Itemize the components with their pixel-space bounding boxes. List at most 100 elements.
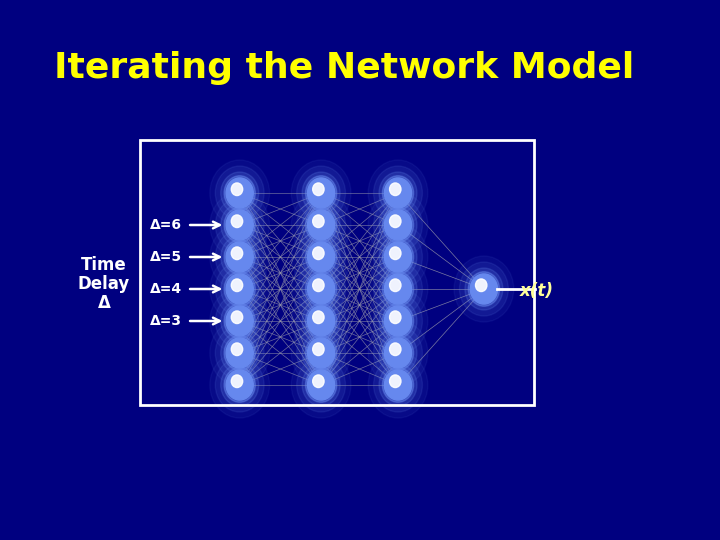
Circle shape: [307, 306, 335, 336]
Circle shape: [297, 198, 346, 252]
Circle shape: [210, 192, 269, 258]
Circle shape: [302, 332, 340, 374]
Text: Δ=6: Δ=6: [150, 218, 182, 232]
Circle shape: [459, 262, 508, 316]
Circle shape: [470, 274, 498, 304]
Circle shape: [231, 279, 243, 292]
Circle shape: [226, 242, 253, 272]
Circle shape: [302, 172, 340, 214]
Circle shape: [302, 300, 340, 342]
Circle shape: [231, 183, 243, 195]
Bar: [140, 140, 534, 405]
Circle shape: [292, 288, 351, 354]
Circle shape: [379, 204, 417, 246]
Circle shape: [292, 352, 351, 418]
Circle shape: [210, 352, 269, 418]
Circle shape: [305, 272, 337, 306]
Circle shape: [382, 240, 413, 274]
Circle shape: [384, 242, 412, 272]
Circle shape: [468, 272, 500, 306]
Circle shape: [297, 230, 346, 284]
Circle shape: [231, 311, 243, 323]
Circle shape: [382, 368, 413, 402]
Text: Delay: Delay: [78, 275, 130, 293]
Circle shape: [368, 192, 428, 258]
Circle shape: [374, 294, 423, 348]
Circle shape: [292, 160, 351, 226]
Circle shape: [305, 176, 337, 210]
Circle shape: [302, 268, 340, 310]
Text: x(t): x(t): [520, 282, 554, 300]
Circle shape: [307, 370, 335, 400]
Circle shape: [215, 198, 264, 252]
Circle shape: [312, 215, 324, 227]
Circle shape: [307, 274, 335, 304]
Circle shape: [224, 176, 256, 210]
Circle shape: [384, 338, 412, 368]
Circle shape: [307, 210, 335, 240]
Circle shape: [231, 247, 243, 260]
Circle shape: [305, 368, 337, 402]
Circle shape: [390, 247, 401, 260]
Circle shape: [374, 230, 423, 284]
Circle shape: [374, 326, 423, 380]
Circle shape: [226, 274, 253, 304]
Circle shape: [292, 192, 351, 258]
Circle shape: [231, 215, 243, 227]
Circle shape: [379, 364, 417, 406]
Circle shape: [368, 256, 428, 322]
Circle shape: [374, 198, 423, 252]
Circle shape: [215, 230, 264, 284]
Circle shape: [292, 320, 351, 386]
Circle shape: [368, 224, 428, 290]
Circle shape: [302, 236, 340, 278]
Circle shape: [312, 375, 324, 388]
Circle shape: [382, 208, 413, 242]
Circle shape: [368, 352, 428, 418]
Circle shape: [465, 268, 503, 310]
Circle shape: [307, 242, 335, 272]
Circle shape: [390, 183, 401, 195]
Circle shape: [210, 160, 269, 226]
Circle shape: [297, 358, 346, 412]
Circle shape: [215, 166, 264, 220]
Circle shape: [384, 178, 412, 208]
Circle shape: [312, 311, 324, 323]
Circle shape: [312, 343, 324, 355]
Circle shape: [221, 172, 258, 214]
Circle shape: [210, 288, 269, 354]
Circle shape: [215, 358, 264, 412]
Circle shape: [307, 338, 335, 368]
Circle shape: [302, 364, 340, 406]
Text: Δ=4: Δ=4: [150, 282, 182, 296]
Circle shape: [312, 183, 324, 195]
Circle shape: [226, 178, 253, 208]
Circle shape: [307, 178, 335, 208]
Circle shape: [390, 375, 401, 388]
Circle shape: [224, 240, 256, 274]
Circle shape: [384, 306, 412, 336]
Circle shape: [224, 272, 256, 306]
Circle shape: [224, 336, 256, 370]
Circle shape: [475, 279, 487, 292]
Circle shape: [224, 368, 256, 402]
Circle shape: [221, 236, 258, 278]
Circle shape: [368, 320, 428, 386]
Circle shape: [226, 370, 253, 400]
Circle shape: [379, 172, 417, 214]
Circle shape: [224, 208, 256, 242]
Circle shape: [312, 279, 324, 292]
Circle shape: [221, 300, 258, 342]
Circle shape: [302, 204, 340, 246]
Circle shape: [382, 272, 413, 306]
Circle shape: [210, 224, 269, 290]
Circle shape: [379, 300, 417, 342]
Circle shape: [374, 166, 423, 220]
Circle shape: [210, 320, 269, 386]
Circle shape: [224, 303, 256, 338]
Circle shape: [297, 294, 346, 348]
Circle shape: [384, 370, 412, 400]
Text: Δ=3: Δ=3: [150, 314, 182, 328]
Circle shape: [382, 176, 413, 210]
Text: Iterating the Network Model: Iterating the Network Model: [54, 51, 634, 85]
